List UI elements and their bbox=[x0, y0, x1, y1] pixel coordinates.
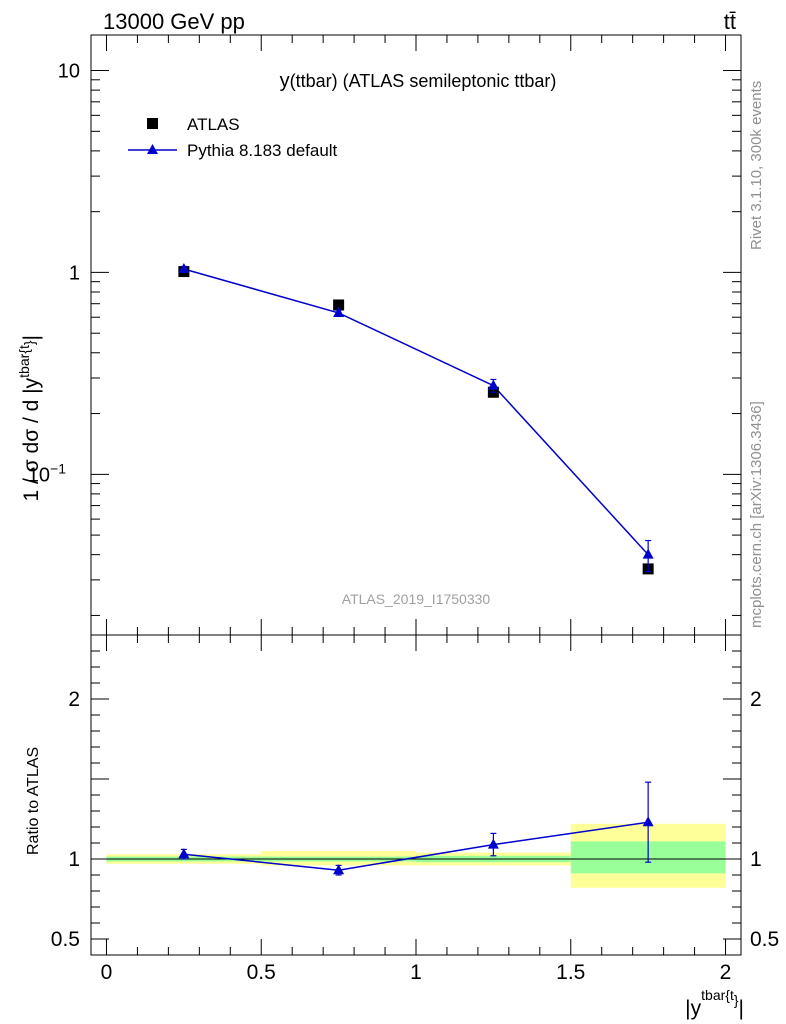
ratio-y-tick-label-right: 2 bbox=[750, 688, 762, 711]
ratio-point bbox=[178, 848, 190, 859]
plot-title: y(ttbar) (ATLAS semileptonic ttbar) bbox=[280, 70, 557, 92]
main-y-label-end: | bbox=[20, 335, 43, 340]
x-tick-label: 0 bbox=[101, 961, 113, 984]
analysis-watermark: ATLAS_2019_I1750330 bbox=[342, 591, 491, 607]
x-label-sub: } bbox=[734, 992, 739, 1008]
pythia-point bbox=[487, 379, 499, 390]
ratio-plot-marks bbox=[178, 781, 654, 876]
main-y-tick-label: 10 bbox=[58, 61, 80, 83]
plot-title-prefix: y bbox=[280, 70, 290, 92]
x-tick-label: 1.5 bbox=[556, 961, 585, 984]
legend-pythia-label: Pythia 8.183 default bbox=[187, 141, 338, 160]
ratio-y-tick-label-left: 1 bbox=[68, 848, 80, 871]
ratio-point bbox=[333, 864, 345, 875]
x-tick-label: 2 bbox=[720, 961, 732, 984]
plot-title-rest: (ttbar) (ATLAS semileptonic ttbar) bbox=[290, 71, 557, 91]
main-y-axis-label: 1 / σ dσ / d |ytbar{t}| bbox=[16, 335, 43, 501]
ratio-y-tick-label-right: 0.5 bbox=[750, 928, 779, 951]
legend: ATLAS Pythia 8.183 default bbox=[128, 115, 338, 160]
main-y-label-sup: tbar{t bbox=[16, 345, 32, 378]
x-axis-label: |ytbar{t}| bbox=[685, 987, 744, 1020]
main-y-tick-label: 1 bbox=[69, 262, 80, 284]
legend-pythia-marker bbox=[147, 144, 158, 154]
x-label-end: | bbox=[739, 997, 744, 1020]
main-y-label-main: 1 / σ dσ / d |y bbox=[20, 377, 43, 501]
pythia-series-line bbox=[183, 268, 649, 556]
ratio-series-line bbox=[183, 821, 649, 871]
ratio-y-axis-label: Ratio to ATLAS bbox=[25, 747, 42, 855]
main-y-label-sub: } bbox=[21, 340, 37, 345]
pythia-point bbox=[333, 306, 345, 317]
ratio-y-tick-label-right: 1 bbox=[750, 848, 762, 871]
ratio-point bbox=[642, 816, 654, 827]
ratio-point bbox=[487, 838, 499, 849]
x-tick-label: 0.5 bbox=[247, 961, 276, 984]
ratio-y-tick-label-left: 2 bbox=[68, 688, 80, 711]
pythia-point bbox=[642, 548, 654, 559]
ratio-y-tick-label-left: 0.5 bbox=[51, 928, 80, 951]
x-tick-label: 1 bbox=[410, 961, 422, 984]
energy-label: 13000 GeV pp bbox=[103, 9, 245, 34]
ratio-frame bbox=[90, 634, 742, 956]
axis-ticks bbox=[91, 35, 741, 956]
legend-atlas-label: ATLAS bbox=[187, 115, 240, 134]
rivet-version-text: Rivet 3.1.10, 300k events bbox=[748, 81, 765, 250]
axis-tick-labels: 0 0.5 1 1.5 2 10 1 10−1 0.5 0.5 1 1 2 2 bbox=[28, 61, 779, 984]
pythia-point bbox=[178, 262, 190, 273]
main-y-tick-label: 10−1 bbox=[28, 460, 66, 486]
legend-atlas-marker bbox=[147, 118, 158, 129]
x-label-main: |y bbox=[685, 997, 701, 1020]
atlas-point bbox=[333, 299, 345, 311]
process-label: tt̄ bbox=[724, 9, 736, 34]
x-label-sup: tbar{t bbox=[701, 987, 734, 1003]
main-plot-marks bbox=[178, 262, 654, 575]
mcplots-source-text: mcplots.cern.ch [arXiv:1306.3436] bbox=[748, 401, 765, 628]
